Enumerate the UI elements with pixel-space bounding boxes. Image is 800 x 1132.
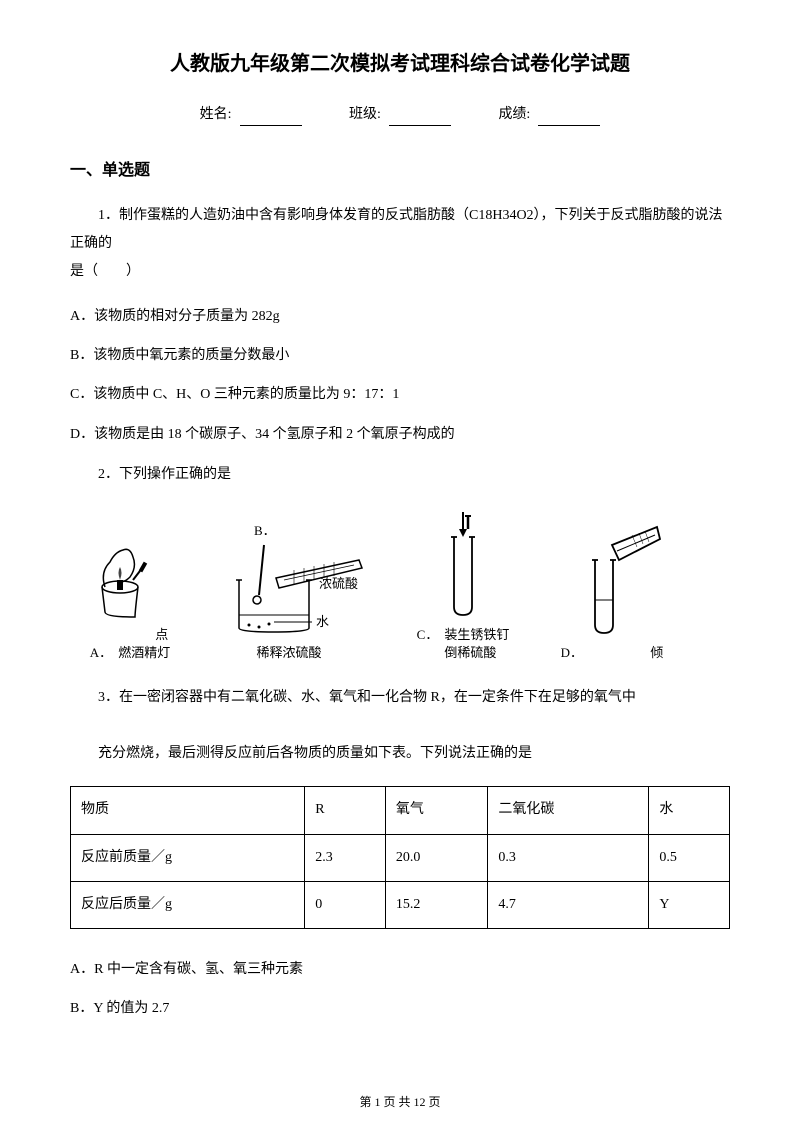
q2-opt-a: A． 点 燃酒精灯 bbox=[70, 532, 190, 662]
test-tube-nail-icon bbox=[428, 507, 498, 622]
pouring-icon bbox=[557, 525, 667, 640]
q2-a-letter: A． bbox=[90, 645, 112, 660]
table-cell: 二氧化碳 bbox=[488, 787, 649, 834]
q3-table: 物质 R 氧气 二氧化碳 水 反应前质量／g 2.3 20.0 0.3 0.5 … bbox=[70, 786, 730, 929]
dilute-acid-icon: 浓硫酸 水 bbox=[204, 540, 374, 640]
table-cell: Y bbox=[649, 881, 730, 928]
table-row: 反应后质量／g 0 15.2 4.7 Y bbox=[71, 881, 730, 928]
q2-b-letter: B． bbox=[254, 522, 276, 540]
q1-opt-b: B．该物质中氧元素的质量分数最小 bbox=[70, 343, 730, 368]
table-cell: 0.3 bbox=[488, 834, 649, 881]
q1-stem: 1．制作蛋糕的人造奶油中含有影响身体发育的反式脂肪酸（C18H34O2），下列关… bbox=[70, 202, 730, 286]
q3-stem: 3．在一密闭容器中有二氧化碳、水、氧气和一化合物 R，在一定条件下在足够的氧气中… bbox=[70, 684, 730, 768]
q2-opt-c: C． 装生锈铁钉 倒稀硫酸 bbox=[388, 507, 538, 662]
name-blank bbox=[240, 110, 302, 126]
table-cell: 水 bbox=[649, 787, 730, 834]
q2-c-cap2: 倒稀硫酸 bbox=[444, 644, 509, 662]
page-title: 人教版九年级第二次模拟考试理科综合试卷化学试题 bbox=[70, 48, 730, 80]
class-blank bbox=[389, 110, 451, 126]
score-label: 成绩: bbox=[498, 107, 530, 122]
table-cell: 反应前质量／g bbox=[71, 834, 305, 881]
class-label: 班级: bbox=[349, 107, 381, 122]
svg-text:水: 水 bbox=[316, 614, 329, 629]
section-1-header: 一、单选题 bbox=[70, 158, 730, 184]
q2-a-cap2: 燃酒精灯 bbox=[118, 644, 170, 662]
q3-line1: 3．在一密闭容器中有二氧化碳、水、氧气和一化合物 R，在一定条件下在足够的氧气中 bbox=[98, 690, 636, 705]
q1-opt-a: A．该物质的相对分子质量为 282g bbox=[70, 304, 730, 329]
q2-a-cap1: 点 bbox=[118, 626, 170, 644]
alcohol-lamp-icon bbox=[85, 532, 175, 622]
q1-line2: 是（ ） bbox=[70, 264, 140, 279]
q1-opt-c: C．该物质中 C、H、O 三种元素的质量比为 9：17：1 bbox=[70, 382, 730, 407]
q2-c-letter: C． bbox=[417, 626, 439, 644]
table-cell: 0.5 bbox=[649, 834, 730, 881]
q1-line1: 1．制作蛋糕的人造奶油中含有影响身体发育的反式脂肪酸（C18H34O2），下列关… bbox=[70, 208, 723, 251]
page-footer: 第 1 页 共 12 页 bbox=[0, 1093, 800, 1112]
table-cell: 反应后质量／g bbox=[71, 881, 305, 928]
q2-stem: 2．下列操作正确的是 bbox=[70, 461, 730, 489]
q2-opt-d: D． 倾 bbox=[542, 525, 682, 662]
q2-text: 2．下列操作正确的是 bbox=[98, 467, 231, 482]
table-cell: 2.3 bbox=[305, 834, 386, 881]
table-cell: 20.0 bbox=[385, 834, 488, 881]
name-label: 姓名: bbox=[200, 107, 232, 122]
q2-c-cap1: 装生锈铁钉 bbox=[444, 626, 509, 644]
table-row: 反应前质量／g 2.3 20.0 0.3 0.5 bbox=[71, 834, 730, 881]
table-cell: R bbox=[305, 787, 386, 834]
score-blank bbox=[538, 110, 600, 126]
q2-options: A． 点 燃酒精灯 B． bbox=[70, 507, 730, 662]
q3-opt-b: B．Y 的值为 2.7 bbox=[70, 996, 730, 1021]
table-cell: 物质 bbox=[71, 787, 305, 834]
table-cell: 4.7 bbox=[488, 881, 649, 928]
q3-line2: 充分燃烧，最后测得反应前后各物质的质量如下表。下列说法正确的是 bbox=[98, 746, 532, 761]
q3-opt-a: A．R 中一定含有碳、氢、氧三种元素 bbox=[70, 957, 730, 982]
svg-text:浓硫酸: 浓硫酸 bbox=[319, 576, 358, 591]
table-cell: 氧气 bbox=[385, 787, 488, 834]
table-cell: 15.2 bbox=[385, 881, 488, 928]
q2-d-caption: 倾 bbox=[650, 645, 663, 660]
q2-b-caption: 稀释浓硫酸 bbox=[256, 644, 321, 662]
q2-d-letter: D． bbox=[561, 645, 583, 660]
table-row: 物质 R 氧气 二氧化碳 水 bbox=[71, 787, 730, 834]
table-cell: 0 bbox=[305, 881, 386, 928]
q2-opt-b: B． 浓硫酸 水 bbox=[194, 522, 384, 662]
header-fields: 姓名: 班级: 成绩: bbox=[70, 104, 730, 126]
q1-opt-d: D．该物质是由 18 个碳原子、34 个氢原子和 2 个氧原子构成的 bbox=[70, 422, 730, 447]
